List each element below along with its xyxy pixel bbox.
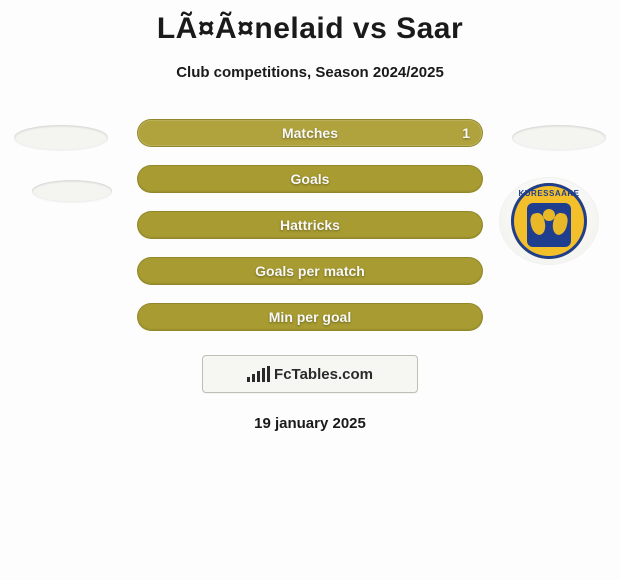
stat-row-goals: Goals: [137, 165, 483, 193]
right-player-avatar-top: [512, 125, 606, 150]
stat-label: Matches: [282, 125, 338, 141]
stat-right-value: 1: [462, 125, 470, 141]
page-title: LÃ¤Ã¤nelaid vs Saar: [0, 0, 620, 46]
fctables-bars-icon: [247, 366, 270, 382]
subtitle: Club competitions, Season 2024/2025: [0, 64, 620, 81]
date-text: 19 january 2025: [0, 415, 620, 432]
fctables-logo-text: FcTables.com: [274, 366, 373, 383]
stat-label: Hattricks: [280, 217, 340, 233]
stat-label: Goals per match: [255, 263, 365, 279]
stat-label: Min per goal: [269, 309, 351, 325]
stat-row-goals-per-match: Goals per match: [137, 257, 483, 285]
stat-label: Goals: [291, 171, 330, 187]
stat-row-min-per-goal: Min per goal: [137, 303, 483, 331]
left-player-avatar-bottom: [32, 180, 112, 202]
fctables-logo-box[interactable]: FcTables.com: [202, 355, 418, 393]
left-player-avatar-top: [14, 125, 108, 150]
stat-row-matches: Matches 1: [137, 119, 483, 147]
crest-label: KURESSAARE: [511, 189, 587, 198]
right-club-crest: KURESSAARE: [500, 178, 598, 264]
stat-row-hattricks: Hattricks: [137, 211, 483, 239]
